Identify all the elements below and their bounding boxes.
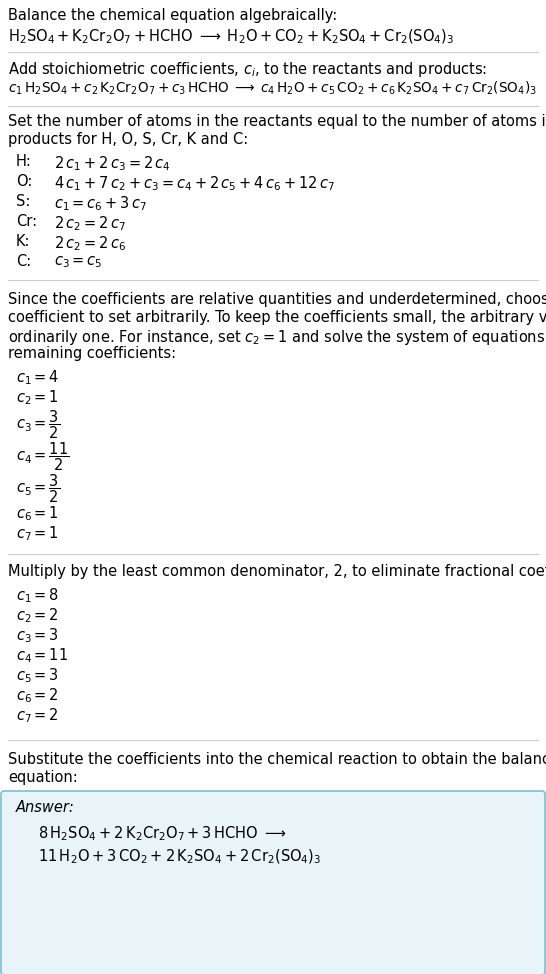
Text: C:: C: — [16, 254, 31, 269]
Text: Set the number of atoms in the reactants equal to the number of atoms in the: Set the number of atoms in the reactants… — [8, 114, 546, 129]
Text: ordinarily one. For instance, set $c_2 = 1$ and solve the system of equations fo: ordinarily one. For instance, set $c_2 =… — [8, 328, 546, 347]
Text: $c_2 = 2$: $c_2 = 2$ — [16, 606, 59, 624]
Text: $c_1 = c_6 + 3\,c_7$: $c_1 = c_6 + 3\,c_7$ — [54, 194, 147, 212]
Text: $4\,c_1 + 7\,c_2 + c_3 = c_4 + 2\,c_5 + 4\,c_6 + 12\,c_7$: $4\,c_1 + 7\,c_2 + c_3 = c_4 + 2\,c_5 + … — [54, 174, 335, 193]
Text: $2\,c_1 + 2\,c_3 = 2\,c_4$: $2\,c_1 + 2\,c_3 = 2\,c_4$ — [54, 154, 171, 172]
Text: $c_7 = 1$: $c_7 = 1$ — [16, 524, 59, 543]
Text: $c_3 = 3$: $c_3 = 3$ — [16, 626, 59, 645]
Text: $c_2 = 1$: $c_2 = 1$ — [16, 388, 59, 407]
Text: H:: H: — [16, 154, 32, 169]
Text: Substitute the coefficients into the chemical reaction to obtain the balanced: Substitute the coefficients into the che… — [8, 752, 546, 767]
Text: $c_4 = \dfrac{11}{2}$: $c_4 = \dfrac{11}{2}$ — [16, 440, 69, 472]
Text: Answer:: Answer: — [16, 800, 75, 815]
Text: $c_1 = 8$: $c_1 = 8$ — [16, 586, 59, 605]
Text: $c_1 = 4$: $c_1 = 4$ — [16, 368, 60, 387]
Text: $\mathrm{H_2SO_4 + K_2Cr_2O_7 + HCHO \;\longrightarrow\; H_2O + CO_2 + K_2SO_4 +: $\mathrm{H_2SO_4 + K_2Cr_2O_7 + HCHO \;\… — [8, 28, 454, 47]
Text: $c_4 = 11$: $c_4 = 11$ — [16, 646, 68, 664]
Text: $c_3 = \dfrac{3}{2}$: $c_3 = \dfrac{3}{2}$ — [16, 408, 60, 440]
FancyBboxPatch shape — [1, 791, 545, 974]
Text: products for H, O, S, Cr, K and C:: products for H, O, S, Cr, K and C: — [8, 132, 248, 147]
Text: $c_5 = 3$: $c_5 = 3$ — [16, 666, 59, 685]
Text: Since the coefficients are relative quantities and underdetermined, choose a: Since the coefficients are relative quan… — [8, 292, 546, 307]
Text: $11\,\mathrm{H_2O} + 3\,\mathrm{CO_2} + 2\,\mathrm{K_2SO_4} + 2\,\mathrm{Cr_2(SO: $11\,\mathrm{H_2O} + 3\,\mathrm{CO_2} + … — [38, 848, 322, 867]
Text: $8\,\mathrm{H_2SO_4} + 2\,\mathrm{K_2Cr_2O_7} + 3\,\mathrm{HCHO} \;\longrightarr: $8\,\mathrm{H_2SO_4} + 2\,\mathrm{K_2Cr_… — [38, 824, 287, 843]
Text: coefficient to set arbitrarily. To keep the coefficients small, the arbitrary va: coefficient to set arbitrarily. To keep … — [8, 310, 546, 325]
Text: $c_1\,\mathrm{H_2SO_4} + c_2\,\mathrm{K_2Cr_2O_7} + c_3\,\mathrm{HCHO} \;\longri: $c_1\,\mathrm{H_2SO_4} + c_2\,\mathrm{K_… — [8, 80, 537, 97]
Text: Add stoichiometric coefficients, $c_i$, to the reactants and products:: Add stoichiometric coefficients, $c_i$, … — [8, 60, 487, 79]
Text: K:: K: — [16, 234, 31, 249]
Text: O:: O: — [16, 174, 32, 189]
Text: $c_6 = 2$: $c_6 = 2$ — [16, 686, 59, 705]
Text: Multiply by the least common denominator, 2, to eliminate fractional coefficient: Multiply by the least common denominator… — [8, 564, 546, 579]
Text: remaining coefficients:: remaining coefficients: — [8, 346, 176, 361]
Text: $c_5 = \dfrac{3}{2}$: $c_5 = \dfrac{3}{2}$ — [16, 472, 60, 505]
Text: S:: S: — [16, 194, 31, 209]
Text: $2\,c_2 = 2\,c_6$: $2\,c_2 = 2\,c_6$ — [54, 234, 126, 252]
Text: $2\,c_2 = 2\,c_7$: $2\,c_2 = 2\,c_7$ — [54, 214, 126, 233]
Text: equation:: equation: — [8, 770, 78, 785]
Text: $c_7 = 2$: $c_7 = 2$ — [16, 706, 59, 725]
Text: $c_6 = 1$: $c_6 = 1$ — [16, 504, 59, 523]
Text: Balance the chemical equation algebraically:: Balance the chemical equation algebraica… — [8, 8, 337, 23]
Text: $c_3 = c_5$: $c_3 = c_5$ — [54, 254, 103, 270]
Text: Cr:: Cr: — [16, 214, 37, 229]
